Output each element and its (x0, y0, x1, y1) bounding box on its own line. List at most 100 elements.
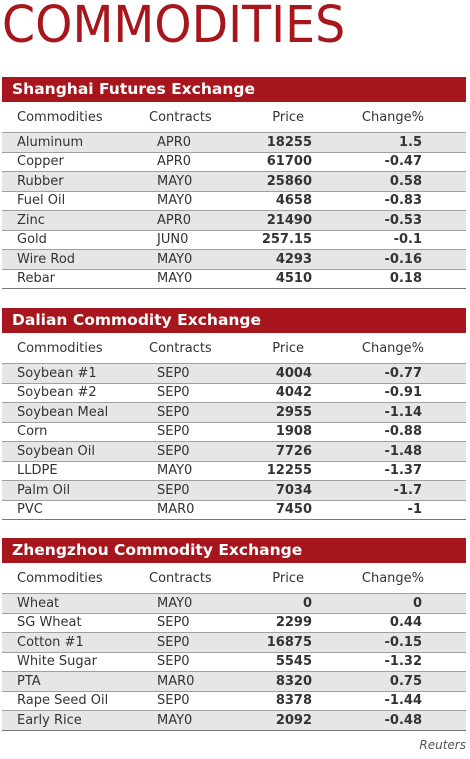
price-cell: 4004 (275, 365, 312, 381)
commodity-cell: Wire Rod (17, 251, 76, 267)
column-header-price: Price (272, 570, 304, 586)
commodity-cell: LLDPE (17, 463, 58, 479)
table-header: Commodities Contracts Price Change% (2, 563, 466, 594)
column-header-price: Price (272, 109, 304, 125)
column-header-contract: Contracts (149, 340, 212, 356)
table-row: Copper APR0 61700 -0.47 (2, 153, 466, 172)
commodity-cell: Rebar (17, 271, 56, 287)
change-cell: -1.44 (384, 693, 422, 709)
contract-cell: JUN0 (157, 232, 189, 248)
section-title: Shanghai Futures Exchange (2, 77, 466, 102)
column-header-change: Change% (361, 340, 424, 356)
commodity-cell: Soybean Oil (17, 443, 95, 459)
commodity-cell: Copper (17, 154, 64, 170)
contract-cell: MAR0 (157, 502, 195, 518)
contract-cell: SEP0 (157, 615, 190, 631)
column-header-commodity: Commodities (17, 109, 103, 125)
section-dalian: Dalian Commodity Exchange Commodities Cont… (2, 308, 466, 520)
price-cell: 5545 (275, 654, 312, 670)
change-cell: 0.58 (389, 173, 422, 189)
contract-cell: SEP0 (157, 424, 190, 440)
contract-cell: MAY0 (157, 251, 193, 267)
table-row: Cotton #1 SEP0 16875 -0.15 (2, 633, 466, 653)
change-cell: -0.47 (384, 154, 422, 170)
change-cell: -0.15 (384, 634, 422, 650)
price-cell: 0 (302, 595, 312, 611)
contract-cell: SEP0 (157, 404, 190, 420)
contract-cell: MAY0 (157, 193, 193, 209)
change-cell: 0 (412, 595, 422, 611)
table-row: Fuel Oil MAY0 4658 -0.83 (2, 192, 466, 211)
price-cell: 18255 (266, 134, 312, 150)
change-cell: 0.44 (389, 615, 422, 631)
price-cell: 25860 (266, 173, 312, 189)
change-cell: -1.7 (393, 482, 422, 498)
table-row: Zinc APR0 21490 -0.53 (2, 211, 466, 231)
price-cell: 7450 (275, 502, 312, 518)
commodity-cell: Cotton #1 (17, 634, 84, 650)
price-cell: 2299 (275, 615, 312, 631)
contract-cell: MAR0 (157, 673, 195, 689)
table-row: Wheat MAY0 0 0 (2, 594, 466, 614)
change-cell: 0.18 (389, 271, 422, 287)
price-cell: 4658 (275, 193, 312, 209)
price-cell: 2955 (275, 404, 312, 420)
commodity-cell: Gold (17, 232, 47, 248)
price-cell: 21490 (266, 212, 312, 228)
source-credit: Reuters (419, 738, 466, 752)
change-cell: -1.37 (384, 463, 422, 479)
change-cell: -0.48 (384, 712, 422, 728)
table-row: Corn SEP0 1908 -0.88 (2, 423, 466, 442)
price-cell: 16875 (266, 634, 312, 650)
price-cell: 8378 (275, 693, 312, 709)
contract-cell: APR0 (157, 212, 192, 228)
contract-cell: MAY0 (157, 271, 193, 287)
page-title: COMMODITIES (2, 0, 346, 55)
commodity-cell: Wheat (17, 595, 60, 611)
price-cell: 257.15 (261, 232, 312, 248)
commodity-cell: SG Wheat (17, 615, 82, 631)
column-header-contract: Contracts (149, 570, 212, 586)
commodity-cell: White Sugar (17, 654, 97, 670)
commodity-cell: Rape Seed Oil (17, 693, 109, 709)
table-row: Wire Rod MAY0 4293 -0.16 (2, 250, 466, 270)
commodity-cell: Fuel Oil (17, 193, 66, 209)
section-zhengzhou: Zhengzhou Commodity Exchange Commodities C… (2, 538, 466, 731)
contract-cell: SEP0 (157, 385, 190, 401)
contract-cell: APR0 (157, 154, 192, 170)
contract-cell: SEP0 (157, 634, 190, 650)
price-cell: 7034 (275, 482, 312, 498)
commodity-cell: Soybean #2 (17, 385, 97, 401)
commodity-cell: Corn (17, 424, 48, 440)
change-cell: -0.83 (384, 193, 422, 209)
column-header-change: Change% (361, 570, 424, 586)
change-cell: -0.1 (393, 232, 422, 248)
table-row: Soybean #2 SEP0 4042 -0.91 (2, 384, 466, 403)
table-row: Rebar MAY0 4510 0.18 (2, 270, 466, 289)
price-cell: 1908 (275, 424, 312, 440)
table-row: Rubber MAY0 25860 0.58 (2, 172, 466, 192)
section-shanghai: Shanghai Futures Exchange Commodities Cont… (2, 77, 466, 289)
table-row: White Sugar SEP0 5545 -1.32 (2, 653, 466, 672)
price-cell: 12255 (266, 463, 312, 479)
price-cell: 7726 (275, 443, 312, 459)
table-row: Palm Oil SEP0 7034 -1.7 (2, 481, 466, 501)
commodity-cell: Zinc (17, 212, 45, 228)
commodity-cell: Soybean #1 (17, 365, 97, 381)
contract-cell: APR0 (157, 134, 192, 150)
commodity-cell: Rubber (17, 173, 64, 189)
commodity-cell: PTA (17, 673, 41, 689)
change-cell: -0.88 (384, 424, 422, 440)
table-row: Rape Seed Oil SEP0 8378 -1.44 (2, 692, 466, 711)
price-cell: 61700 (266, 154, 312, 170)
table-header: Commodities Contracts Price Change% (2, 102, 466, 133)
table-row: LLDPE MAY0 12255 -1.37 (2, 462, 466, 481)
change-cell: -0.16 (384, 251, 422, 267)
contract-cell: SEP0 (157, 482, 190, 498)
table-row: Soybean Oil SEP0 7726 -1.48 (2, 442, 466, 462)
section-title: Dalian Commodity Exchange (2, 308, 466, 333)
commodity-cell: Soybean Meal (17, 404, 109, 420)
commodity-cell: PVC (17, 502, 43, 518)
commodity-cell: Palm Oil (17, 482, 71, 498)
change-cell: 1.5 (398, 134, 422, 150)
